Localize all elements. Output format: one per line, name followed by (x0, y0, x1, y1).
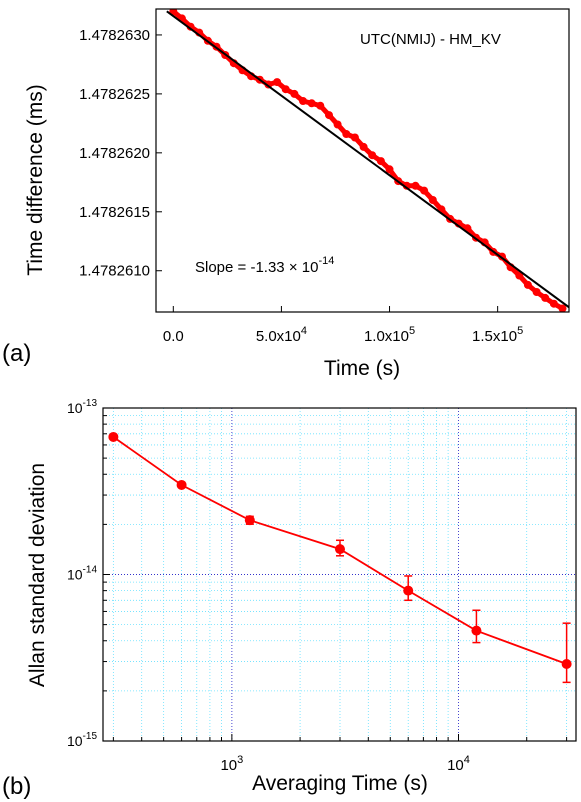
panel-b-label: (b) (2, 773, 31, 800)
panel-a-data-point (350, 133, 359, 142)
panel-a-data-point (376, 157, 385, 166)
panel-b-data-point (176, 479, 187, 490)
panel-b-data-point (561, 659, 572, 670)
panel-a-data-point (281, 85, 290, 94)
panel-a-data-point (325, 111, 333, 120)
panel-a-x-axis-label: Time (s) (324, 357, 400, 380)
panel-b-data-point (403, 585, 414, 596)
panel-a-frame (155, 8, 570, 313)
panel-a-data-point (333, 120, 342, 129)
panel-b-y-ticks: 10-15 10-14 10-13 (67, 398, 110, 749)
panel-a-data-point (532, 288, 541, 296)
panel-b-x-ticks: 103 104 (112, 734, 568, 774)
panel-a-x-ticks: 0.0 5.0x104 1.0x105 1.5x105 (163, 306, 523, 345)
panel-a-x-tick-label: 5.0x104 (256, 325, 307, 345)
panel-b-y-tick-label: 10-15 (67, 731, 97, 749)
panel-b-data-point (334, 544, 345, 555)
panel-a-data-point (523, 280, 532, 289)
panel-a-data-point (515, 271, 524, 280)
panel-a-fit-line (166, 10, 569, 309)
panel-a-y-tick-label: 1.4782610 (79, 263, 150, 280)
panel-a-y-tick-label: 1.4782615 (79, 204, 150, 221)
panel-b-x-axis-label: Averaging Time (s) (252, 772, 428, 795)
panel-a-data-point (290, 89, 299, 98)
panel-b-y-axis-label: Allan standard deviation (26, 463, 49, 687)
panel-b-grid (103, 408, 576, 741)
panel-a-y-tick-label: 1.4782625 (79, 86, 150, 103)
panel-a-data-point (420, 186, 429, 195)
panel-a-data-point (428, 196, 437, 204)
panel-a-y-axis-label: Time difference (ms) (24, 84, 47, 275)
panel-a: 0.0 5.0x104 1.0x105 1.5x105 1.47826101.4782… (2, 8, 570, 380)
panel-a-x-tick-label: 1.5x105 (472, 325, 523, 345)
panel-a-y-ticks: 1.4782610 1.4782615 1.4782620 1.4782625 1.47… (79, 27, 162, 280)
panel-a-data-point (299, 97, 307, 105)
panel-a-data-point (558, 304, 567, 312)
panel-b-data-point (244, 515, 255, 526)
panel-a-label: (a) (2, 340, 31, 367)
panel-a-data-point (342, 130, 351, 138)
panel-a-data-point (273, 78, 282, 87)
panel-a-y-tick-label: 1.4782620 (79, 145, 150, 162)
panel-a-data-point (541, 293, 550, 302)
panel-b-data-point (108, 431, 119, 442)
panel-a-data-point (402, 181, 411, 190)
panel-a-series (166, 9, 569, 312)
panel-b: 103 104 10-15 10-14 10-13 Averaging Time (s… (2, 398, 577, 800)
panel-b-x-tick-label: 103 (220, 754, 243, 774)
panel-a-annotation: UTC(NMIJ) - HM_KV (360, 31, 501, 48)
panel-b-y-tick-label: 10-13 (67, 398, 97, 416)
panel-b-series (108, 431, 572, 684)
panel-b-data-point (471, 625, 482, 636)
panel-a-data-point (549, 299, 558, 308)
panel-b-x-tick-label: 104 (447, 754, 470, 774)
panel-a-data-point (186, 22, 195, 31)
panel-a-data-point (411, 181, 420, 190)
panel-b-y-tick-label: 10-14 (67, 565, 97, 583)
panel-a-y-tick-label: 1.4782630 (79, 27, 150, 44)
panel-a-data-point (385, 165, 394, 174)
panel-a-data-point (359, 142, 368, 151)
panel-a-data-point (368, 151, 377, 160)
panel-a-data-point (307, 99, 316, 108)
panel-a-data-point (316, 101, 325, 110)
panel-a-x-tick-label: 0.0 (163, 328, 184, 345)
panel-a-x-tick-label: 1.0x105 (364, 325, 415, 345)
panel-a-slope-label: Slope = -1.33 × 10-14 (195, 255, 334, 276)
